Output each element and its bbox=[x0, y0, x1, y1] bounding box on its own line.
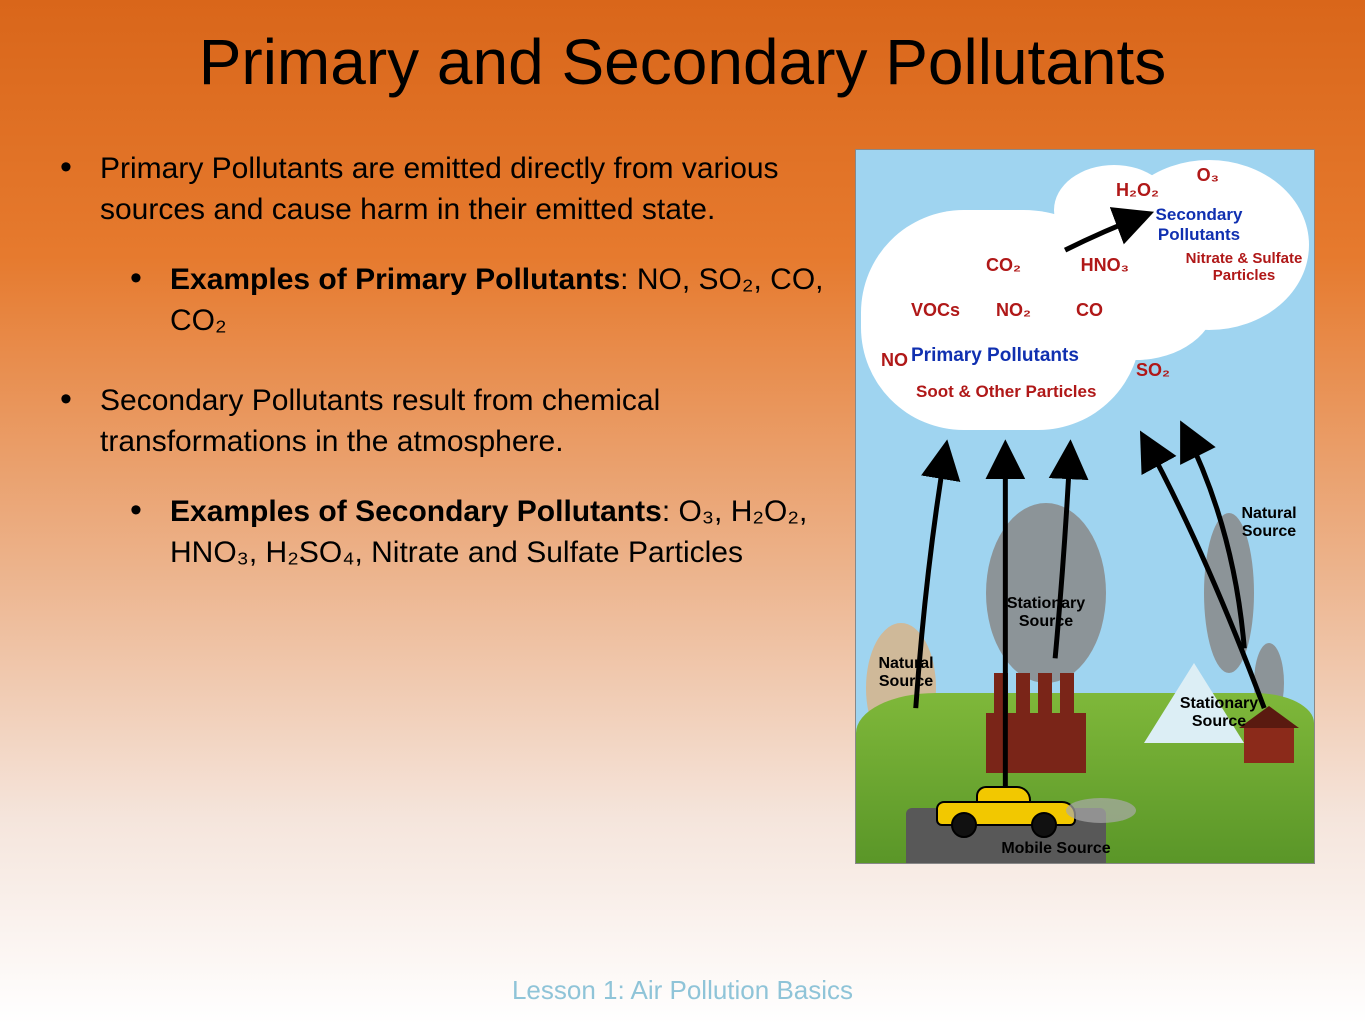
stationary-source-label-1: Stationary Source bbox=[996, 595, 1096, 630]
content-row: Primary Pollutants are emitted directly … bbox=[0, 99, 1365, 864]
bullet-secondary-def: Secondary Pollutants result from chemica… bbox=[90, 381, 835, 573]
footer-text: Lesson 1: Air Pollution Basics bbox=[0, 975, 1365, 1006]
soot-label: Soot & Other Particles bbox=[916, 382, 1096, 402]
bullet-primary-def: Primary Pollutants are emitted directly … bbox=[90, 149, 835, 341]
car bbox=[936, 788, 1076, 838]
natural-source-label-2: Natural Source bbox=[1234, 505, 1304, 540]
chem-hno3: HNO₃ bbox=[1081, 255, 1129, 276]
stack-2 bbox=[1016, 673, 1030, 713]
pollutants-diagram: NO VOCs CO₂ NO₂ CO SO₂ Primary Pollutant… bbox=[855, 149, 1315, 864]
text-column: Primary Pollutants are emitted directly … bbox=[50, 149, 835, 864]
factory bbox=[986, 713, 1086, 773]
primary-def-text: Primary Pollutants are emitted directly … bbox=[100, 152, 779, 226]
stack-3 bbox=[1038, 673, 1052, 713]
house bbox=[1244, 728, 1294, 763]
stack-1 bbox=[994, 673, 1008, 713]
chem-co2: CO₂ bbox=[986, 255, 1021, 276]
mobile-source-label: Mobile Source bbox=[996, 840, 1116, 858]
stack-4 bbox=[1060, 673, 1074, 713]
chem-so2: SO₂ bbox=[1136, 360, 1170, 381]
chem-o3: O₃ bbox=[1197, 165, 1219, 186]
chem-no: NO bbox=[881, 350, 908, 371]
stationary-source-label-2: Stationary Source bbox=[1169, 695, 1269, 730]
secondary-pollutants-label: Secondary Pollutants bbox=[1149, 205, 1249, 245]
chem-h2o2: H₂O₂ bbox=[1116, 180, 1159, 201]
secondary-def-text: Secondary Pollutants result from chemica… bbox=[100, 384, 660, 458]
chem-no2: NO₂ bbox=[996, 300, 1031, 321]
primary-ex-label: Examples of Primary Pollutants bbox=[170, 263, 620, 296]
bullet-primary-examples: Examples of Primary Pollutants: NO, SO₂,… bbox=[160, 260, 835, 341]
slide-title: Primary and Secondary Pollutants bbox=[0, 0, 1365, 99]
primary-pollutants-label: Primary Pollutants bbox=[911, 345, 1079, 367]
car-exhaust bbox=[1066, 798, 1136, 823]
secondary-ex-label: Examples of Secondary Pollutants bbox=[170, 495, 662, 528]
nitrate-sulfate-label: Nitrate & Sulfate Particles bbox=[1184, 250, 1304, 284]
factory-smoke bbox=[986, 503, 1106, 683]
chem-vocs: VOCs bbox=[911, 300, 960, 321]
natural-source-label-1: Natural Source bbox=[871, 655, 941, 690]
bullet-secondary-examples: Examples of Secondary Pollutants: O₃, H₂… bbox=[160, 492, 835, 573]
slide: Primary and Secondary Pollutants Primary… bbox=[0, 0, 1365, 1024]
chem-co: CO bbox=[1076, 300, 1103, 321]
